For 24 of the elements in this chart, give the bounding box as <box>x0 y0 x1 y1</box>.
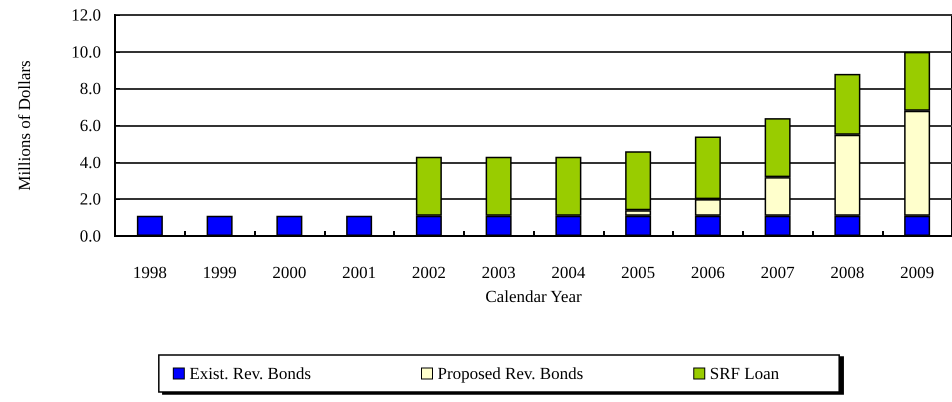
x-tick-label: 1999 <box>202 263 237 282</box>
x-tick-label: 2007 <box>760 263 796 282</box>
legend-label: SRF Loan <box>710 364 780 383</box>
y-tick-label: 10.0 <box>71 42 101 62</box>
x-tick-label: 2006 <box>690 263 725 282</box>
x-tick-label: 2004 <box>551 263 586 282</box>
x-axis-title: Calendar Year <box>485 287 582 306</box>
y-tick-label: 12.0 <box>71 6 101 24</box>
x-tick-label: 2008 <box>830 263 864 282</box>
x-tick-label: 2009 <box>900 263 934 282</box>
x-tick-label: 2001 <box>342 263 376 282</box>
x-tick-label: 2000 <box>272 263 306 282</box>
y-tick-label: 8.0 <box>80 79 101 98</box>
legend-label: Proposed Rev. Bonds <box>437 364 584 383</box>
legend-label: Exist. Rev. Bonds <box>189 364 311 383</box>
x-tick-label: 2005 <box>621 263 656 282</box>
y-tick-label: 6.0 <box>80 116 101 135</box>
y-tick-label: 2.0 <box>80 190 101 209</box>
y-tick-label: 4.0 <box>80 152 101 172</box>
x-tick-label: 2002 <box>412 263 446 282</box>
x-tick-label: 2003 <box>482 263 516 282</box>
y-tick-label: 0.0 <box>80 226 101 246</box>
y-axis-title: Millions of Dollars <box>15 60 34 191</box>
x-tick-label: 1998 <box>132 263 167 282</box>
